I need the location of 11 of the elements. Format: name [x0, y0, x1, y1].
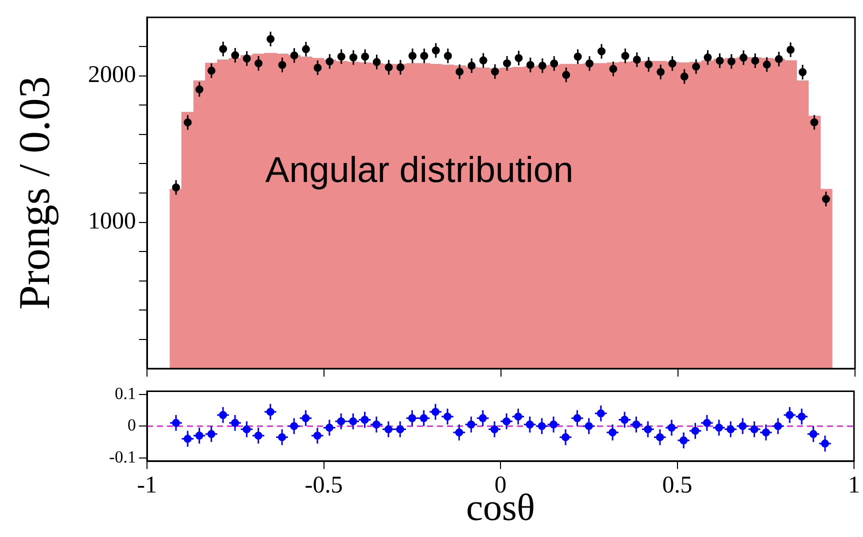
- y-tick-label: 0: [128, 416, 136, 435]
- y-tick-label: 0.1: [114, 384, 136, 403]
- annotation: Angular distribution: [265, 148, 574, 190]
- y-axis-title: Prongs / 0.03: [10, 76, 59, 310]
- y-tick-label: 1000: [88, 208, 136, 235]
- x-tick-label: -1: [137, 472, 157, 499]
- x-tick-label: -0.5: [304, 472, 343, 499]
- x-tick-label: 1: [848, 472, 860, 499]
- y-tick-label: 2000: [88, 62, 136, 88]
- x-tick-label: 0.5: [662, 472, 692, 499]
- y-tick-label: -0.1: [109, 447, 136, 466]
